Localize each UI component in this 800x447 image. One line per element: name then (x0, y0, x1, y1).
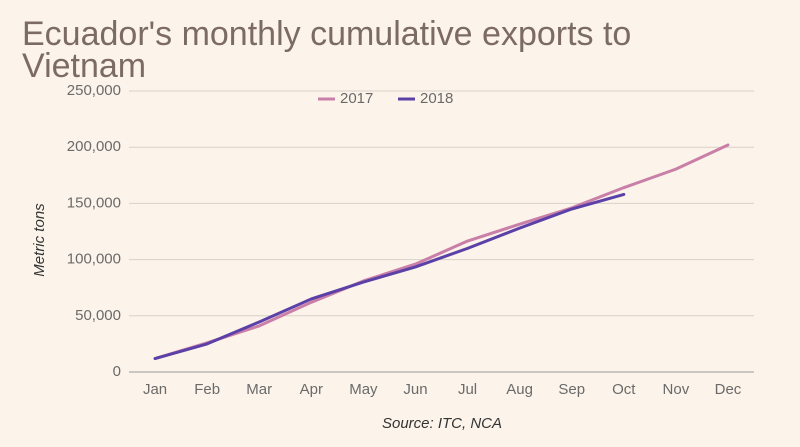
x-tick-label: Oct (612, 381, 636, 398)
y-tick-label: 100,000 (67, 251, 121, 268)
x-tick-label: Dec (715, 381, 742, 398)
x-tick-label: Aug (506, 381, 533, 398)
x-tick-label: Sep (558, 381, 585, 398)
y-tick-label: 200,000 (67, 138, 121, 155)
line-series (153, 143, 730, 361)
line-series (153, 192, 626, 361)
x-tick-label: Apr (300, 381, 323, 398)
x-tick-label: Jan (143, 381, 167, 398)
x-tick-label: Jun (403, 381, 427, 398)
x-tick-label: Nov (663, 381, 690, 398)
chart-title: Ecuador's monthly cumulative exports to … (22, 15, 632, 85)
legend-label: 2018 (420, 90, 453, 107)
x-tick-label: Mar (246, 381, 272, 398)
y-tick-label: 150,000 (67, 194, 121, 211)
y-tick-label: 50,000 (75, 307, 121, 324)
source: Source: ITC, NCA (382, 415, 502, 432)
x-tick-label: May (349, 381, 378, 398)
x-tick-label: Feb (194, 381, 220, 398)
x-tick-label: Jul (458, 381, 477, 398)
y-tick-label: 250,000 (67, 82, 121, 99)
legend-label: 2017 (340, 90, 373, 107)
y-axis-label: Metric tons (31, 203, 48, 277)
y-tick-label: 0 (113, 363, 121, 380)
